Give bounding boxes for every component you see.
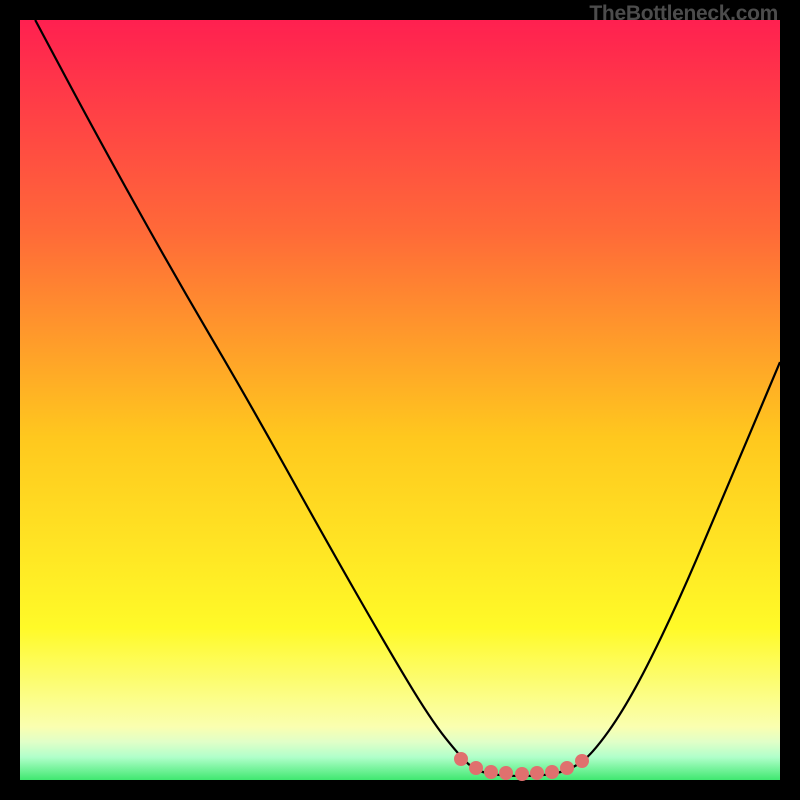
marker-dot: [515, 767, 529, 781]
plot-area: [20, 20, 780, 780]
marker-dot: [560, 761, 574, 775]
marker-dot: [469, 761, 483, 775]
marker-dot: [575, 754, 589, 768]
marker-layer: [20, 20, 780, 780]
marker-dot: [530, 766, 544, 780]
marker-dot: [454, 752, 468, 766]
watermark-text: TheBottleneck.com: [589, 2, 778, 26]
marker-dot: [484, 765, 498, 779]
marker-dot: [499, 766, 513, 780]
marker-dot: [545, 765, 559, 779]
